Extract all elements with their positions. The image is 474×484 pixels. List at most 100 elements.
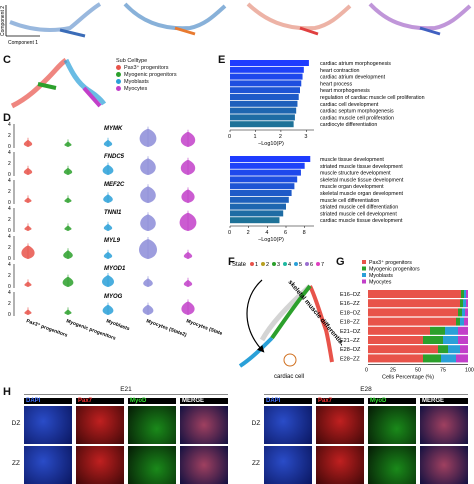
violin-ytick: 4 (8, 206, 11, 212)
enrichment-term: cardiac cell development (320, 102, 379, 108)
microscopy-image (128, 446, 176, 484)
g-legend-label: Myocytes (369, 280, 392, 286)
enrichment-xtick: 8 (303, 230, 306, 236)
immunofluorescence-panel: E21 DAPI Pax7 MyoD MERGE DZ ZZ E28 DAPI Pax7 MyoD M… (0, 386, 474, 484)
component1-label: Component 1 (8, 40, 38, 46)
violin-ytick: 4 (8, 234, 11, 240)
enrichment-xtick: 3 (304, 134, 307, 140)
violin-ytick: 0 (8, 172, 11, 178)
microscopy-image (368, 406, 416, 444)
enrichment-term: striated muscle cell differentiation (320, 205, 398, 211)
microscopy-image (264, 406, 312, 444)
violin-ytick: 4 (8, 262, 11, 268)
g-bar-segment (368, 317, 456, 326)
violin-ytick: 4 (8, 178, 11, 184)
g-bar-segment (463, 299, 466, 308)
enrichment-term: skeletal muscle tissue development (320, 177, 404, 183)
g-bar-segment (368, 308, 458, 317)
violin-ytick: 0 (8, 312, 11, 318)
group-title: E21 (24, 386, 228, 395)
enrichment-bar (230, 80, 302, 87)
enrichment-bar (230, 217, 280, 224)
enrichment-bar (230, 210, 284, 217)
g-bar-segment (441, 354, 456, 363)
g-bar-segment (443, 336, 458, 344)
channel-label: DAPI (24, 398, 72, 404)
legend-title: Sub Celltype (116, 58, 148, 64)
enrichment-term: skeletal muscle organ development (320, 191, 404, 197)
g-bar-segment (460, 299, 463, 308)
state-number: 5 (299, 262, 302, 268)
violin-group-label: Myocytes (State7) (185, 318, 222, 338)
enrichment-bar (230, 196, 289, 203)
state-dot (305, 262, 309, 266)
violin-ytick: 0 (8, 284, 11, 290)
g-bar-segment (460, 345, 468, 354)
g-bar-segment (466, 299, 468, 308)
g-category-label: E28−DZ (340, 347, 361, 353)
g-xtick: 50 (415, 368, 421, 374)
enrichment-bar (230, 114, 295, 121)
legend-label: Myogenic progenitors (124, 72, 177, 78)
legend-dot (116, 86, 121, 92)
skeletal-arrow (246, 279, 265, 353)
trajectory-3 (246, 2, 352, 31)
panel-c-trajectory (10, 58, 107, 109)
gene-label: MYMK (104, 126, 123, 132)
panel-f-trajectory: State 1 2 3 4 5 6 7 skeletal muscle differenti… (232, 262, 342, 380)
g-bar-segment (456, 354, 468, 363)
enrichment-xtick: 0 (228, 134, 231, 140)
enrichment-bar (230, 73, 303, 80)
state-dot (294, 262, 298, 266)
legend-dot (116, 79, 121, 85)
legend-dot (116, 65, 121, 71)
trajectory-thumbnails: Component 2 Component 1 (0, 2, 472, 46)
channel-label: Pax7 (316, 398, 364, 404)
state-number: 1 (255, 262, 258, 268)
enrichment-term: cardiac atrium morphogenesis (320, 61, 391, 67)
enrichment-term: muscle tissue development (320, 157, 384, 163)
state-dot (283, 262, 287, 266)
g-legend-swatch (362, 279, 366, 284)
state-number: 6 (310, 262, 313, 268)
g-legend-label: Pax3⁺ progenitors (369, 260, 412, 266)
violin-group-label: Myocytes (State2) (145, 318, 187, 338)
microscopy-image (180, 406, 228, 444)
g-bar-segment (461, 290, 464, 298)
g-bar-segment (368, 290, 461, 298)
microscopy-image (316, 406, 364, 444)
enrichment-term: regulation of cardiac muscle cell prolif… (320, 95, 425, 101)
enrichment-xtick: 0 (228, 230, 231, 236)
row-label: ZZ (252, 460, 260, 467)
g-legend-swatch (362, 273, 366, 277)
enrichment-xtick: 4 (265, 230, 268, 236)
enrichment-bar (230, 100, 298, 107)
group-title: E28 (264, 386, 468, 395)
g-legend-swatch (362, 266, 366, 271)
g-category-label: E16−DZ (340, 292, 361, 298)
g-bar-segment (368, 326, 430, 335)
g-category-label: E18−ZZ (340, 320, 360, 326)
violin-ytick: 2 (8, 133, 11, 139)
microscopy-image (76, 446, 124, 484)
enrichment-xtick: 2 (279, 134, 282, 140)
channel-label: MyoD (368, 398, 416, 404)
enrichment-bar (230, 60, 309, 66)
arrow-label: skeletal muscle differentiation (286, 279, 342, 355)
channel-label: MERGE (180, 398, 228, 404)
microscopy-image (24, 446, 72, 484)
g-xtick: 0 (365, 368, 368, 374)
enrichment-term: heart morphogenesis (320, 88, 370, 94)
enrichment-bar (230, 183, 295, 190)
g-legend-label: Myogenic progenitors (369, 267, 420, 273)
state-dot (261, 262, 265, 266)
trajectory-4 (368, 2, 472, 31)
microscopy-image (316, 446, 364, 484)
cardiac-cell-label: cardiac cell (274, 374, 304, 380)
channel-label: MyoD (128, 398, 176, 404)
microscopy-image (368, 446, 416, 484)
violin-ytick: 4 (8, 290, 11, 296)
state-label: State (232, 262, 247, 268)
violin-ytick: 0 (8, 256, 11, 262)
panel-letter-c: C (3, 54, 11, 66)
